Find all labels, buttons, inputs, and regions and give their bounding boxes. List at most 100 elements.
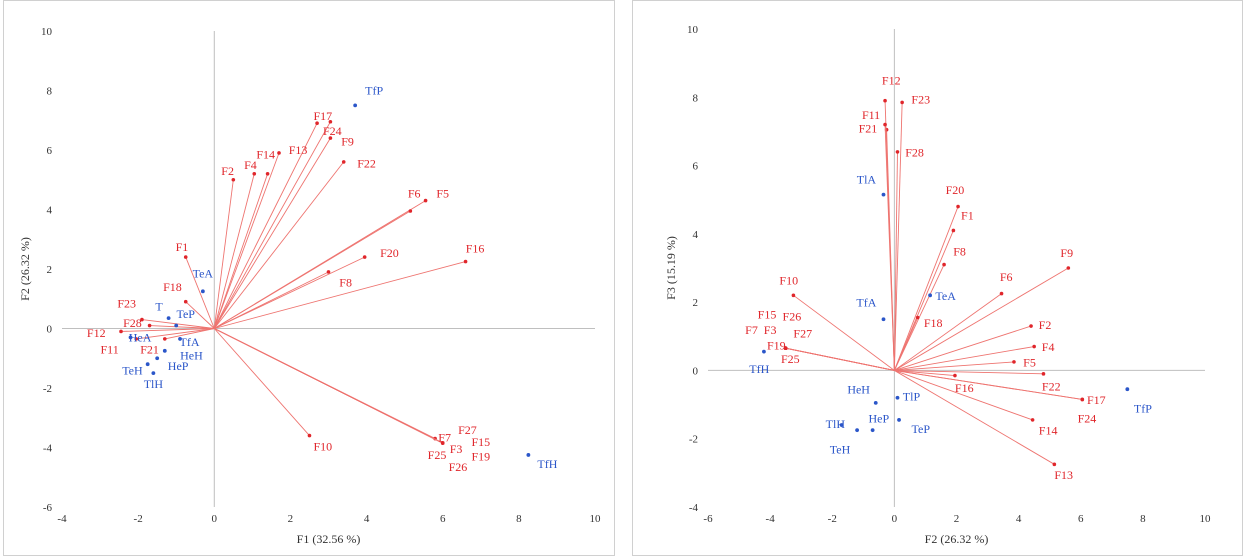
right-variable-point-f13: [1052, 462, 1057, 467]
right-point-label-f12: F12: [882, 74, 901, 88]
right-point-label-f9: F9: [1060, 246, 1073, 260]
left-vector-f11: [136, 328, 215, 340]
right-point-label-tfh: TfH: [749, 362, 769, 376]
right-point-label-f22: F22: [1042, 379, 1061, 393]
left-variable-point-f17: [315, 121, 319, 126]
right-observation-point-hep: [870, 428, 875, 433]
left-point-label-f4: F4: [244, 158, 257, 172]
right-vector-f24: [894, 369, 1083, 400]
left-variable-point-f27: [440, 441, 445, 445]
left-point-label-hep: HeP: [168, 359, 189, 373]
left-variable-point-f20: [362, 255, 367, 259]
left-variable-point-f28: [147, 323, 152, 328]
left-point-label-f28: F28: [123, 316, 142, 330]
right-point-label-f7: F7: [745, 323, 758, 337]
right-variable-point-f20: [956, 204, 960, 209]
left-point-label-f23: F23: [117, 296, 136, 310]
right-vector-f22: [894, 369, 1044, 375]
right-point-label-f2: F2: [1039, 318, 1052, 332]
left-variable-point-f16: [463, 259, 468, 264]
left-variable-point-f1: [183, 255, 188, 259]
left-point-label-tlh: TlH: [144, 377, 164, 391]
right-vector-f2: [894, 325, 1032, 371]
left-vector-f24: [213, 121, 331, 329]
left-vector-f28: [149, 325, 215, 329]
left-vector-f18: [185, 301, 215, 329]
left-observation-point-teh: [145, 362, 150, 367]
right-observation-point-tep: [897, 418, 901, 422]
left-y-tick-label: -2: [43, 383, 52, 395]
right-point-label-f16: F16: [955, 381, 974, 395]
left-point-label-f25: F25: [428, 448, 447, 462]
left-point-label-f13: F13: [289, 143, 308, 157]
right-observation-point-tfp: [1125, 387, 1130, 392]
left-point-label-f20: F20: [380, 246, 399, 260]
right-variable-point-f1: [951, 228, 956, 233]
left-variable-point-f9: [328, 136, 333, 140]
left-point-label-f1: F1: [176, 240, 189, 254]
left-vector-f17: [213, 123, 318, 329]
left-variable-point-f13: [265, 172, 270, 176]
right-point-label-f13: F13: [1054, 468, 1073, 482]
right-point-label-f24: F24: [1078, 412, 1097, 426]
right-point-label-tlp: TlP: [903, 389, 921, 403]
right-point-label-f4: F4: [1042, 340, 1055, 354]
right-x-tick-label: -2: [828, 513, 837, 525]
left-y-tick-label: -4: [43, 443, 53, 455]
right-y-tick-label: 4: [693, 229, 699, 241]
right-point-label-f20: F20: [946, 183, 965, 197]
left-point-label-f6: F6: [408, 186, 421, 200]
right-y-tick-label: 0: [693, 365, 699, 377]
left-observation-point-tea: [200, 289, 205, 294]
left-point-label-f26: F26: [449, 460, 468, 474]
right-vector-f5: [894, 361, 1014, 371]
left-x-tick-label: 4: [364, 513, 370, 525]
biplot-f1-f2-panel: -4 -2 0 2 4 6 8 10 -6 -4 -2 0 2 4 6 8 10 F1 (32.56 %) F2 (…: [3, 0, 615, 556]
right-x-axis-label: F2 (26.32 %): [925, 532, 989, 546]
left-point-label-f17: F17: [313, 109, 332, 123]
left-variable-point-f2: [231, 177, 236, 182]
right-x-tick-label: -6: [703, 513, 713, 525]
right-vector-f9: [894, 267, 1069, 371]
left-vector-f12: [120, 328, 215, 332]
left-variable-point-f8: [326, 270, 331, 274]
right-variable-point-f12: [883, 98, 887, 103]
left-point-label-hea: HeA: [129, 331, 152, 345]
left-vector-f2: [213, 179, 234, 329]
left-point-label-tea: TeA: [193, 267, 214, 281]
right-variable-point-f5: [1012, 360, 1016, 364]
left-y-tick-label: 4: [47, 205, 53, 217]
right-y-tick-label: -2: [689, 434, 698, 446]
right-vector-f16: [894, 369, 955, 376]
left-point-label-heh: HeH: [180, 349, 203, 363]
right-point-label-tlh: TlH: [826, 417, 846, 431]
left-observation-point-tfp: [353, 103, 358, 108]
right-observation-point-tlp: [895, 395, 900, 400]
left-point-label-teh: TeH: [122, 363, 143, 377]
left-point-label-f22: F22: [357, 157, 376, 171]
left-vector-f22: [213, 161, 345, 329]
left-variable-point-f4: [252, 172, 257, 176]
right-variable-point-f21: [883, 122, 887, 127]
left-vector-f23: [141, 319, 215, 329]
left-point-label-f9: F9: [341, 134, 354, 148]
left-variable-point-f10: [307, 433, 312, 438]
right-variable-point-f4: [1032, 344, 1036, 349]
right-variable-point-f6: [999, 291, 1004, 296]
right-variable-point-f18: [915, 315, 920, 320]
right-point-label-teh: TeH: [830, 442, 851, 456]
right-point-label-f27: F27: [793, 326, 812, 340]
right-variable-point-f16: [953, 373, 957, 378]
right-point-label-f26: F26: [783, 309, 802, 323]
left-variable-point-f14: [277, 151, 281, 155]
right-point-label-f6: F6: [1000, 270, 1013, 284]
left-vector-f4: [213, 173, 255, 329]
right-y-tick-label: 6: [693, 161, 699, 173]
left-point-label-f3: F3: [450, 442, 463, 456]
left-y-axis-label: F2 (26.32 %): [18, 237, 32, 301]
right-point-label-f1: F1: [961, 209, 974, 223]
left-point-label-tfh: TfH: [537, 457, 557, 471]
left-vector-f13: [213, 173, 269, 329]
left-variable-point-f23: [140, 317, 144, 322]
right-point-label-f11: F11: [862, 108, 880, 122]
